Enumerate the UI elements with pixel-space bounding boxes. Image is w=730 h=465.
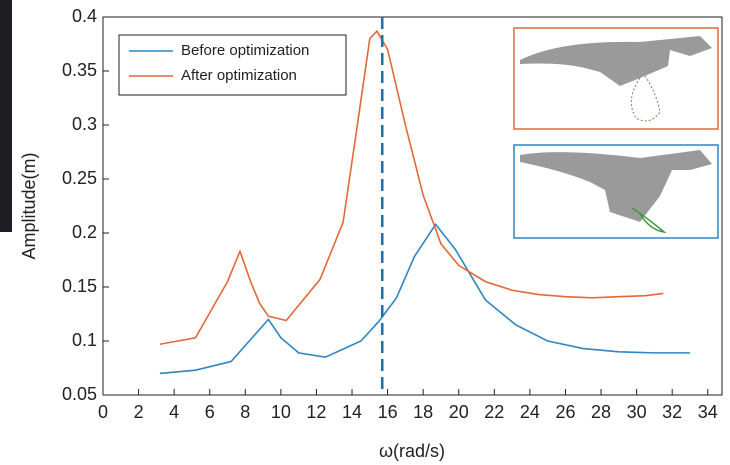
x-tick-label: 30 <box>627 402 647 422</box>
x-tick-label: 18 <box>413 402 433 422</box>
y-tick-label: 0.1 <box>72 330 97 350</box>
legend-label: After optimization <box>181 67 297 84</box>
x-tick-label: 24 <box>520 402 540 422</box>
y-tick-label: 0.15 <box>62 276 97 296</box>
x-tick-label: 12 <box>306 402 326 422</box>
y-tick-label: 0.25 <box>62 168 97 188</box>
inset-before <box>513 144 719 239</box>
dragon-shape <box>520 150 712 222</box>
trajectory <box>630 75 661 122</box>
x-tick-label: 16 <box>378 402 398 422</box>
trajectory <box>631 207 667 234</box>
side-strip <box>0 0 12 232</box>
y-tick-label: 0.4 <box>72 6 97 26</box>
dragon-shape <box>520 36 712 86</box>
x-tick-label: 14 <box>342 402 362 422</box>
x-tick-label: 34 <box>698 402 718 422</box>
legend-box <box>118 34 347 96</box>
x-tick-label: 10 <box>271 402 291 422</box>
x-tick-label: 2 <box>134 402 144 422</box>
legend-label: Before optimization <box>181 42 309 59</box>
x-tick-label: 6 <box>205 402 215 422</box>
y-tick-label: 0.2 <box>72 222 97 242</box>
y-tick-label: 0.35 <box>62 60 97 80</box>
y-tick-label: 0.05 <box>62 384 97 404</box>
inset-after <box>513 27 719 130</box>
series-line <box>159 222 690 375</box>
legend: Before optimization After optimization <box>118 34 347 96</box>
x-tick-label: 8 <box>240 402 250 422</box>
x-tick-label: 0 <box>98 402 108 422</box>
x-tick-label: 20 <box>449 402 469 422</box>
x-tick-label: 26 <box>555 402 575 422</box>
x-tick-label: 4 <box>169 402 179 422</box>
y-axis-label: Amplitude(m) <box>19 152 39 259</box>
x-tick-label: 22 <box>484 402 504 422</box>
x-axis-label: ω(rad/s) <box>379 441 445 461</box>
y-tick-label: 0.3 <box>72 114 97 134</box>
plot-frame <box>102 16 723 396</box>
x-tick-label: 28 <box>591 402 611 422</box>
x-tick-label: 32 <box>662 402 682 422</box>
